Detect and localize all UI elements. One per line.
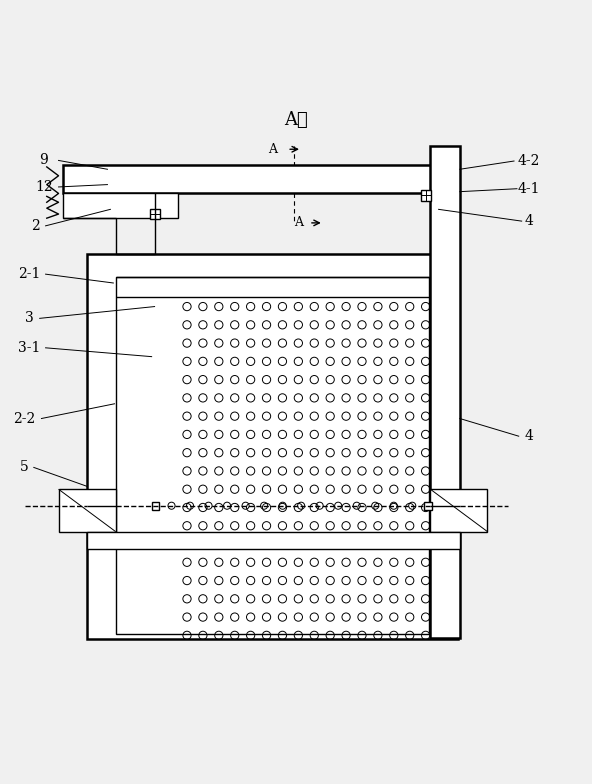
Text: 2-2: 2-2	[12, 412, 35, 426]
Bar	[63, 165, 458, 194]
Text: A: A	[294, 216, 304, 230]
Bar	[59, 489, 115, 532]
Text: 3-1: 3-1	[18, 341, 41, 355]
Text: 5: 5	[20, 460, 28, 474]
Text: A向: A向	[284, 111, 308, 129]
Bar	[63, 194, 178, 218]
Text: 4-2: 4-2	[517, 154, 540, 168]
Bar	[150, 209, 160, 220]
Text: A: A	[268, 143, 277, 156]
Bar	[152, 502, 159, 510]
Text: 2-1: 2-1	[18, 267, 41, 281]
Bar	[424, 502, 432, 510]
Bar	[421, 191, 431, 201]
Text: 9: 9	[40, 154, 48, 168]
Text: 4: 4	[525, 429, 533, 443]
Bar	[430, 147, 460, 638]
Bar	[87, 253, 458, 640]
Text: 4-1: 4-1	[517, 182, 540, 196]
Text: 2: 2	[31, 219, 39, 233]
Text: 12: 12	[35, 180, 53, 194]
Bar	[430, 489, 487, 532]
Bar	[87, 532, 460, 550]
Bar	[116, 277, 429, 633]
Text: 3: 3	[25, 311, 34, 325]
Text: 4: 4	[525, 214, 533, 228]
